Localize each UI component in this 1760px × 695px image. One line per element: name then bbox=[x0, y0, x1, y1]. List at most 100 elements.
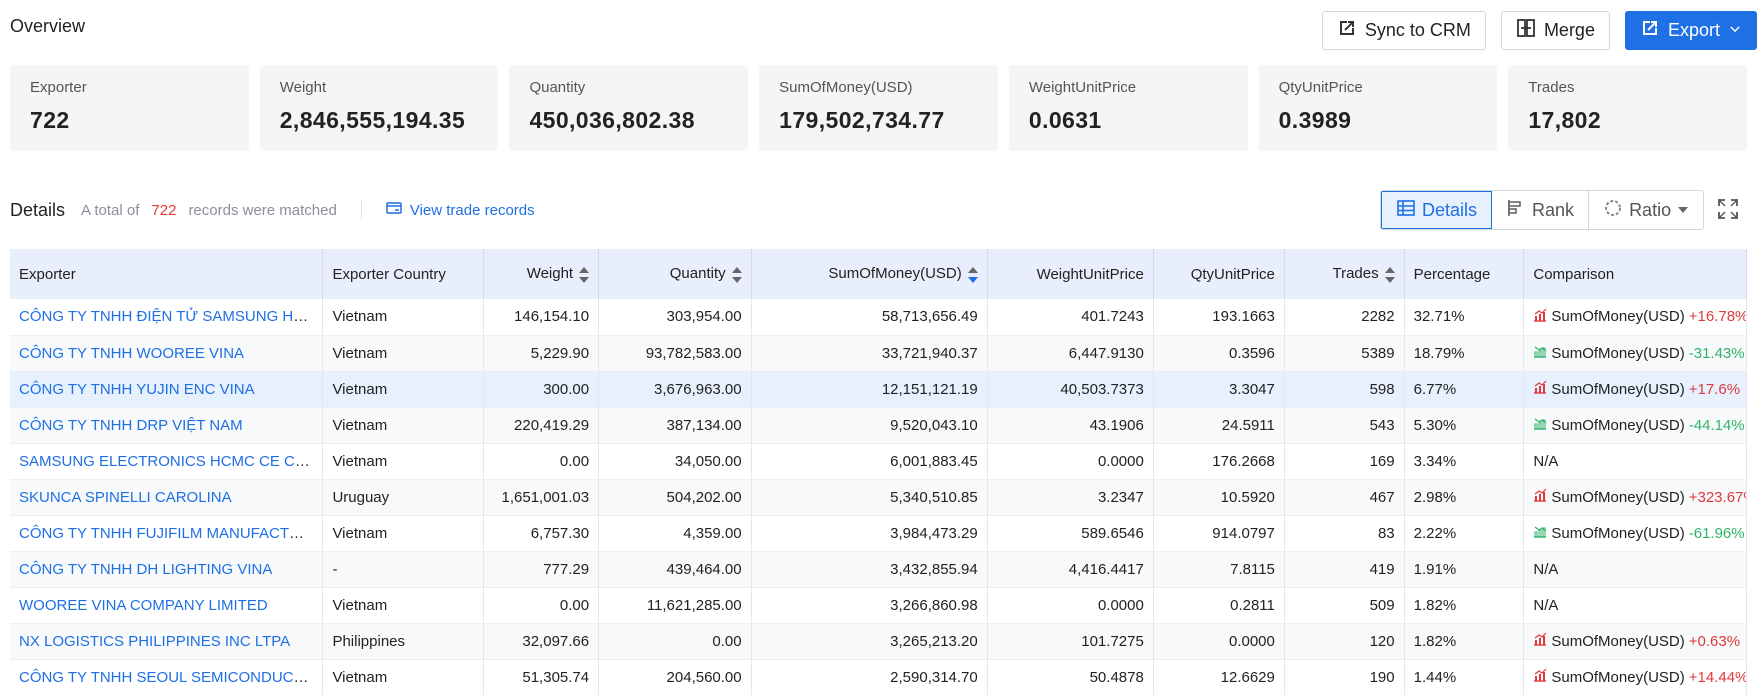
comparison-metric: SumOfMoney(USD) bbox=[1551, 380, 1685, 398]
exporter-link[interactable]: WOOREE VINA COMPANY LIMITED bbox=[19, 596, 268, 614]
trend-up-chart-icon bbox=[1533, 668, 1547, 686]
table-header-row: Exporter Exporter Country Weight Quantit… bbox=[10, 249, 1747, 299]
cell-exporter[interactable]: CÔNG TY TNHH SEOUL SEMICONDUCTOR VINA bbox=[10, 659, 324, 695]
cell-weight: 146,154.10 bbox=[483, 299, 600, 336]
cell-exporter[interactable]: CÔNG TY TNHH DRP VIỆT NAM bbox=[10, 407, 324, 444]
cell-percentage: 1.82% bbox=[1404, 587, 1525, 624]
table-row[interactable]: CÔNG TY TNHH WOOREE VINA Vietnam 5,229.90 9… bbox=[10, 335, 1747, 372]
cell-qty-unit-price: 10.5920 bbox=[1153, 479, 1285, 516]
exporter-link[interactable]: CÔNG TY TNHH WOOREE VINA bbox=[19, 344, 245, 362]
cell-comparison: N/A bbox=[1523, 551, 1747, 588]
col-trades-label: Trades bbox=[1332, 265, 1379, 283]
col-pct-label: Percentage bbox=[1413, 265, 1491, 283]
stat-value: 450,036,802.38 bbox=[529, 107, 695, 133]
cell-weight: 0.00 bbox=[483, 587, 600, 624]
table-row[interactable]: CÔNG TY TNHH DRP VIỆT NAM Vietnam 220,419.… bbox=[10, 407, 1747, 444]
exporter-link[interactable]: SKUNCA SPINELLI CAROLINA bbox=[19, 488, 232, 506]
cell-country: Vietnam bbox=[322, 443, 484, 480]
comparison-metric: SumOfMoney(USD) bbox=[1551, 632, 1685, 650]
stat-card-qty-unit-price: QtyUnitPrice 0.3989 bbox=[1258, 65, 1498, 151]
cell-sum-of-money: 33,721,940.37 bbox=[751, 335, 988, 372]
matched-prefix: A total of bbox=[81, 201, 140, 219]
cell-exporter[interactable]: CÔNG TY TNHH WOOREE VINA bbox=[10, 335, 324, 372]
table-row[interactable]: CÔNG TY TNHH FUJIFILM MANUFACTURING Vietn… bbox=[10, 515, 1747, 552]
stat-card-quantity: Quantity 450,036,802.38 bbox=[509, 65, 749, 151]
table-row[interactable]: CÔNG TY TNHH SEOUL SEMICONDUCTOR VINAVie… bbox=[10, 659, 1747, 695]
table-row[interactable]: WOOREE VINA COMPANY LIMITED Vietnam 0.00 11… bbox=[10, 587, 1747, 624]
cell-country: Vietnam bbox=[322, 659, 484, 695]
cell-percentage: 2.22% bbox=[1404, 515, 1525, 552]
cell-exporter[interactable]: CÔNG TY TNHH DH LIGHTING VINA bbox=[10, 551, 324, 588]
sync-to-crm-label: Sync to CRM bbox=[1364, 20, 1471, 40]
col-weight[interactable]: Weight bbox=[483, 249, 600, 299]
cell-country: Vietnam bbox=[322, 587, 484, 624]
cell-exporter[interactable]: SKUNCA SPINELLI CAROLINA bbox=[10, 479, 324, 516]
table-row[interactable]: CÔNG TY TNHH ĐIỆN TỬ SAMSUNG HCMC CE COM… bbox=[10, 299, 1747, 336]
table-row[interactable]: CÔNG TY TNHH YUJIN ENC VINA Vietnam 300.00… bbox=[10, 371, 1747, 408]
comparison-metric: SumOfMoney(USD) bbox=[1551, 524, 1685, 542]
comparison-change: +0.63% bbox=[1688, 632, 1741, 650]
cell-comparison: SumOfMoney(USD) -44.14% bbox=[1523, 407, 1747, 444]
cell-qty-unit-price: 0.3596 bbox=[1153, 335, 1285, 372]
stat-card-sum-of-money: SumOfMoney(USD) 179,502,734.77 bbox=[759, 65, 998, 151]
exporter-link[interactable]: CÔNG TY TNHH DRP VIỆT NAM bbox=[19, 416, 243, 434]
cell-exporter[interactable]: NX LOGISTICS PHILIPPINES INC LTPA bbox=[10, 623, 324, 660]
cell-sum-of-money: 12,151,121.19 bbox=[751, 371, 988, 408]
exporter-link[interactable]: CÔNG TY TNHH DH LIGHTING VINA bbox=[19, 560, 273, 578]
exporter-link[interactable]: SAMSUNG ELECTRONICS HCMC CE COMPLEX bbox=[19, 452, 322, 470]
trend-up-chart-icon bbox=[1533, 632, 1547, 650]
stat-value: 722 bbox=[30, 107, 70, 133]
col-sum-label: SumOfMoney(USD) bbox=[828, 265, 962, 283]
stat-value: 17,802 bbox=[1528, 107, 1602, 133]
col-quantity-label: Quantity bbox=[669, 265, 726, 283]
cell-qty-unit-price: 0.0000 bbox=[1153, 623, 1285, 660]
cell-exporter[interactable]: CÔNG TY TNHH FUJIFILM MANUFACTURING bbox=[10, 515, 324, 552]
cell-comparison: SumOfMoney(USD) +16.78% bbox=[1523, 299, 1747, 336]
cell-country: Philippines bbox=[322, 623, 484, 660]
table-row[interactable]: CÔNG TY TNHH DH LIGHTING VINA -777.29 439,… bbox=[10, 551, 1747, 588]
col-country: Exporter Country bbox=[322, 249, 484, 299]
cell-quantity: 303,954.00 bbox=[598, 299, 752, 336]
exporter-link[interactable]: NX LOGISTICS PHILIPPINES INC LTPA bbox=[19, 632, 291, 650]
tab-ratio[interactable]: Ratio bbox=[1589, 191, 1704, 229]
export-button[interactable]: Export bbox=[1624, 11, 1757, 50]
table-row[interactable]: SKUNCA SPINELLI CAROLINA Uruguay 1,651,001… bbox=[10, 479, 1747, 516]
comparison-change: +323.67% bbox=[1688, 488, 1746, 506]
col-sum-of-money[interactable]: SumOfMoney(USD) bbox=[751, 249, 988, 299]
col-quantity[interactable]: Quantity bbox=[598, 249, 752, 299]
fullscreen-icon[interactable] bbox=[1717, 198, 1739, 220]
cell-exporter[interactable]: CÔNG TY TNHH YUJIN ENC VINA bbox=[10, 371, 324, 408]
exporter-link[interactable]: CÔNG TY TNHH FUJIFILM MANUFACTURING bbox=[19, 524, 323, 542]
cell-quantity: 3,676,963.00 bbox=[598, 371, 752, 408]
tab-details[interactable]: Details bbox=[1381, 191, 1493, 229]
cell-quantity: 0.00 bbox=[598, 623, 752, 660]
cell-comparison: SumOfMoney(USD) -31.43% bbox=[1523, 335, 1747, 372]
cell-trades: 190 bbox=[1284, 659, 1405, 695]
table-row[interactable]: SAMSUNG ELECTRONICS HCMC CE COMPLEXVietn… bbox=[10, 443, 1747, 480]
col-wup-label: WeightUnitPrice bbox=[1036, 265, 1144, 283]
cell-comparison: SumOfMoney(USD) +14.44% bbox=[1523, 659, 1747, 695]
stat-value: 2,846,555,194.35 bbox=[279, 107, 466, 133]
merge-button[interactable]: Merge bbox=[1500, 11, 1610, 50]
view-trade-records-label: View trade records bbox=[409, 201, 535, 219]
exporter-link[interactable]: CÔNG TY TNHH YUJIN ENC VINA bbox=[19, 380, 255, 398]
exporter-link[interactable]: CÔNG TY TNHH ĐIỆN TỬ SAMSUNG HCMC CE COM… bbox=[19, 308, 323, 326]
cell-exporter[interactable]: SAMSUNG ELECTRONICS HCMC CE COMPLEX bbox=[10, 443, 324, 480]
cell-sum-of-money: 9,520,043.10 bbox=[751, 407, 988, 444]
sync-to-crm-button[interactable]: Sync to CRM bbox=[1321, 11, 1486, 50]
exporter-link[interactable]: CÔNG TY TNHH SEOUL SEMICONDUCTOR VINA bbox=[19, 668, 323, 686]
comparison-metric: SumOfMoney(USD) bbox=[1551, 668, 1685, 686]
view-trade-records-link[interactable]: View trade records bbox=[386, 200, 535, 220]
view-mode-switch: Details Rank Ratio bbox=[1380, 190, 1705, 230]
table-body: CÔNG TY TNHH ĐIỆN TỬ SAMSUNG HCMC CE COM… bbox=[10, 299, 1747, 695]
toolbar: Sync to CRM Merge Export bbox=[1321, 11, 1757, 51]
table-row[interactable]: NX LOGISTICS PHILIPPINES INC LTPA Philipp… bbox=[10, 623, 1747, 660]
cell-qty-unit-price: 0.2811 bbox=[1153, 587, 1285, 624]
sort-desc-icon bbox=[967, 266, 978, 283]
comparison-change: -44.14% bbox=[1688, 416, 1745, 434]
cell-exporter[interactable]: WOOREE VINA COMPANY LIMITED bbox=[10, 587, 324, 624]
cell-percentage: 5.30% bbox=[1404, 407, 1525, 444]
col-trades[interactable]: Trades bbox=[1284, 249, 1405, 299]
tab-rank[interactable]: Rank bbox=[1492, 191, 1590, 229]
cell-exporter[interactable]: CÔNG TY TNHH ĐIỆN TỬ SAMSUNG HCMC CE COM… bbox=[10, 299, 324, 336]
